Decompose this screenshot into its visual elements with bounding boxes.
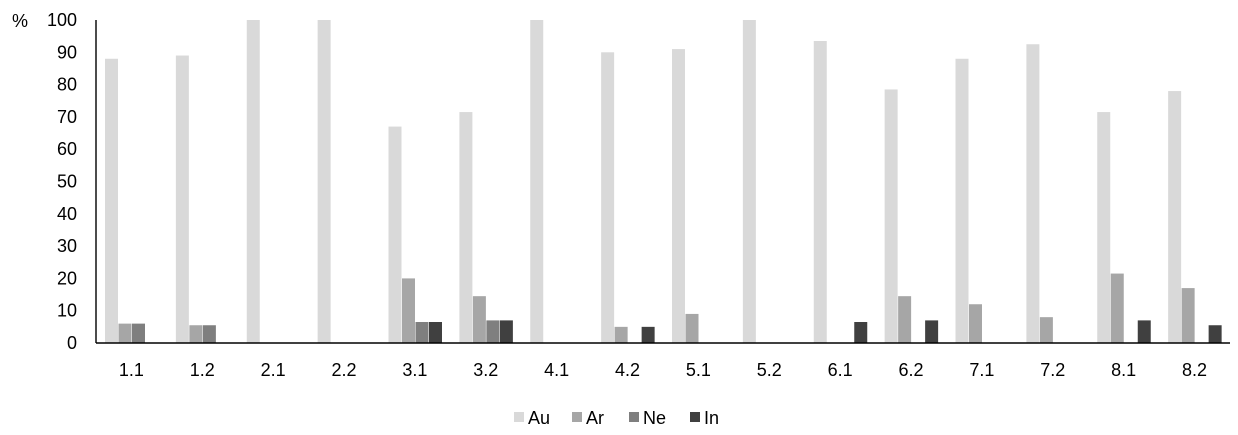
bar-in-6-2 [925, 320, 939, 343]
bar-au-3-2 [459, 112, 473, 343]
bar-au-7-2 [1026, 44, 1040, 343]
y-tick-label-90: 90 [57, 42, 77, 62]
x-tick-label-2-1: 2.1 [261, 360, 286, 380]
bar-au-5-2 [742, 20, 756, 343]
x-tick-label-7-1: 7.1 [969, 360, 994, 380]
bar-au-3-1 [388, 126, 402, 343]
bar-in-8-2 [1208, 325, 1222, 343]
x-tick-label-4-1: 4.1 [544, 360, 569, 380]
y-tick-label-80: 80 [57, 75, 77, 95]
bar-au-6-1 [813, 41, 827, 343]
bar-ne-3-1 [415, 322, 429, 343]
bar-ar-7-1 [969, 304, 982, 343]
x-tick-label-6-1: 6.1 [828, 360, 853, 380]
bar-ar-1-1 [118, 323, 132, 343]
legend-label-ar: Ar [586, 408, 604, 428]
legend-swatch-ar [572, 412, 582, 422]
x-tick-label-5-2: 5.2 [757, 360, 782, 380]
x-tick-label-2-2: 2.2 [332, 360, 357, 380]
x-tick-label-1-1: 1.1 [119, 360, 144, 380]
bar-au-2-1 [246, 20, 260, 343]
bar-au-5-1 [672, 49, 685, 343]
bar-ar-8-1 [1110, 273, 1124, 343]
y-tick-label-100: 100 [47, 10, 77, 30]
y-tick-label-60: 60 [57, 139, 77, 159]
bar-ar-6-2 [898, 296, 912, 343]
bar-au-2-2 [317, 20, 331, 343]
x-tick-label-4-2: 4.2 [615, 360, 640, 380]
bars-layer [105, 20, 1222, 344]
y-tick-label-30: 30 [57, 236, 77, 256]
x-axis-labels: 1.1 1.2 2.1 2.2 3.1 3.2 4.1 4.2 5.1 5.2 6.1 6.2 7.1 7… [119, 360, 1207, 380]
legend-label-ne: Ne [643, 408, 666, 428]
bar-in-3-1 [429, 322, 442, 343]
bar-ar-3-1 [402, 278, 415, 343]
y-tick-label-0: 0 [67, 333, 77, 353]
bar-in-4-2 [641, 326, 655, 343]
x-tick-label-7-2: 7.2 [1040, 360, 1065, 380]
bar-ar-1-2 [189, 325, 203, 343]
bar-au-4-2 [601, 52, 615, 344]
bar-au-7-1 [955, 58, 969, 343]
y-axis-ticks: 0 10 20 30 40 50 60 70 80 90 100 [47, 10, 77, 353]
bar-au-8-1 [1097, 112, 1111, 343]
bar-in-6-1 [854, 322, 868, 343]
bar-au-8-2 [1168, 91, 1182, 343]
legend-label-in: In [704, 408, 719, 428]
y-tick-label-70: 70 [57, 107, 77, 127]
legend-swatch-ne [629, 412, 639, 422]
bar-au-1-1 [105, 58, 118, 343]
x-tick-label-8-2: 8.2 [1182, 360, 1207, 380]
bar-ar-8-2 [1181, 288, 1195, 343]
bar-ne-1-1 [132, 323, 145, 343]
bar-ne-1-2 [202, 325, 216, 343]
y-tick-label-20: 20 [57, 268, 77, 288]
x-tick-label-5-1: 5.1 [686, 360, 711, 380]
bar-ar-4-2 [614, 326, 628, 343]
x-tick-label-1-2: 1.2 [190, 360, 215, 380]
bar-ar-5-1 [685, 313, 699, 343]
bar-ar-7-2 [1039, 317, 1053, 343]
bar-in-3-2 [499, 320, 513, 343]
y-tick-label-40: 40 [57, 204, 77, 224]
x-tick-label-3-1: 3.1 [402, 360, 427, 380]
x-tick-label-3-2: 3.2 [473, 360, 498, 380]
y-tick-label-10: 10 [57, 301, 77, 321]
bar-in-8-1 [1137, 320, 1151, 343]
y-tick-label-50: 50 [57, 172, 77, 192]
bar-au-6-2 [884, 89, 898, 343]
legend-swatch-in [690, 412, 700, 422]
x-tick-label-8-1: 8.1 [1111, 360, 1136, 380]
bar-au-4-1 [530, 20, 544, 343]
legend-label-au: Au [528, 408, 550, 428]
bar-ar-3-2 [472, 296, 486, 343]
legend-swatch-au [514, 412, 524, 422]
bar-ne-3-2 [486, 320, 500, 343]
legend: Au Ar Ne In [514, 408, 719, 428]
bar-au-1-2 [175, 55, 189, 343]
x-tick-label-6-2: 6.2 [899, 360, 924, 380]
y-unit-label: % [12, 11, 28, 31]
